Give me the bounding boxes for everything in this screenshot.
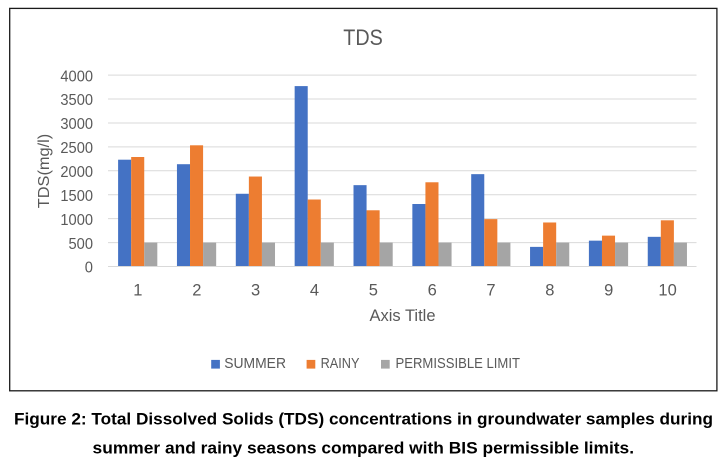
svg-text:PERMISSIBLE LIMIT: PERMISSIBLE LIMIT: [396, 356, 521, 372]
svg-text:3000: 3000: [60, 116, 93, 133]
svg-text:4000: 4000: [60, 68, 93, 85]
svg-text:TDS(mg/l): TDS(mg/l): [36, 134, 53, 209]
svg-text:4: 4: [310, 281, 319, 299]
svg-text:10: 10: [658, 281, 676, 299]
svg-text:500: 500: [69, 236, 94, 253]
svg-text:3500: 3500: [60, 92, 93, 109]
svg-text:TDS: TDS: [343, 25, 383, 50]
svg-text:5: 5: [369, 281, 378, 299]
svg-text:2000: 2000: [60, 164, 93, 181]
svg-text:SUMMER: SUMMER: [224, 356, 286, 372]
svg-text:3: 3: [251, 281, 260, 299]
svg-text:summer and rainy seasons compa: summer and rainy seasons compared with B…: [93, 439, 635, 458]
svg-text:2500: 2500: [60, 140, 93, 157]
svg-text:1000: 1000: [60, 212, 93, 229]
svg-text:9: 9: [604, 281, 613, 299]
svg-text:Figure 2: Total Dissolved Soli: Figure 2: Total Dissolved Solids (TDS) c…: [14, 410, 713, 429]
svg-text:6: 6: [428, 281, 437, 299]
svg-text:1500: 1500: [60, 188, 93, 205]
svg-text:8: 8: [545, 281, 554, 299]
svg-text:7: 7: [486, 281, 495, 299]
svg-text:Axis Title: Axis Title: [370, 307, 436, 325]
svg-text:0: 0: [85, 260, 93, 277]
svg-text:RAINY: RAINY: [321, 356, 360, 372]
svg-text:2: 2: [192, 281, 201, 299]
svg-text:1: 1: [133, 281, 142, 299]
